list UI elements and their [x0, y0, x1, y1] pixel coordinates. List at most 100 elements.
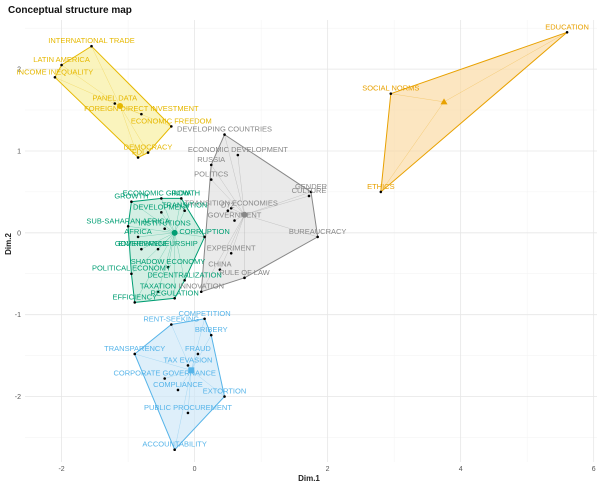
data-point: [126, 224, 130, 228]
data-point: [229, 206, 233, 210]
point-label: BUREAUCRACY: [289, 227, 347, 236]
centroid-link: [164, 370, 192, 379]
x-axis-ticks: -2 0 2 4 6: [58, 466, 595, 473]
point-label: GENDER: [295, 182, 328, 191]
point-label: GROWTH: [114, 192, 148, 201]
x-tick-label: 6: [592, 466, 596, 473]
data-point: [133, 301, 137, 304]
data-point: [209, 178, 213, 181]
centroid-link: [91, 46, 121, 107]
point-label: TAXATION: [140, 282, 176, 291]
data-point: [229, 251, 233, 255]
data-point: [53, 75, 57, 79]
data-point: [140, 112, 143, 116]
x-tick-label: 0: [193, 466, 197, 473]
point-label: EDUCATION: [545, 22, 589, 31]
centroid-link: [191, 370, 225, 397]
data-point: [196, 352, 200, 356]
centroid-link: [390, 93, 445, 103]
centroid-link: [167, 232, 175, 268]
point-label: FOREIGN DIRECT INVESTMENT: [84, 104, 199, 113]
centroid-marker: [440, 98, 448, 105]
point-label: FDI: [132, 148, 144, 157]
centroid-link: [211, 164, 245, 215]
data-point: [316, 235, 319, 239]
point-label: POLITICAL ECONOMY: [92, 264, 171, 273]
data-point: [156, 290, 160, 294]
centroid-link: [119, 105, 139, 158]
point-label: DEMOCRACY: [124, 143, 173, 152]
cluster-centroids: [117, 98, 448, 374]
point-label: D72: [221, 201, 235, 210]
point-label: PANEL DATA: [92, 93, 137, 102]
centroid-link: [219, 214, 245, 270]
data-point: [60, 63, 63, 67]
data-point: [209, 163, 213, 167]
point-label: INNOVATION: [178, 282, 224, 291]
data-point: [203, 317, 206, 321]
data-point: [203, 235, 206, 239]
data-point: [146, 151, 150, 154]
centroid-link: [191, 318, 205, 371]
x-tick-label: -2: [58, 466, 64, 473]
centroid-link: [211, 179, 245, 215]
point-label: LATIN AMERICA: [33, 55, 90, 64]
y-axis-title: Dim.2: [4, 233, 13, 255]
centroid-link: [187, 370, 192, 413]
data-point: [243, 276, 246, 280]
centroid-link: [201, 214, 245, 292]
data-point: [233, 219, 236, 222]
centroid-link: [134, 232, 175, 303]
centroid-link: [120, 105, 172, 127]
point-label: FRAUD: [185, 344, 211, 353]
x-tick-label: 2: [326, 466, 330, 473]
centroid-link: [174, 210, 185, 233]
point-label: SUB-SAHARAN AFRICA: [86, 216, 169, 225]
data-point: [163, 377, 166, 380]
centroid-link: [54, 77, 121, 107]
point-label: TRANSITION: [162, 201, 207, 210]
data-point: [183, 278, 186, 282]
data-point: [170, 323, 173, 326]
y-tick-label: 1: [17, 148, 21, 155]
data-point: [379, 190, 383, 194]
centroid-link: [134, 353, 192, 371]
y-tick-label: -2: [15, 394, 21, 401]
point-label: TRANSPARENCY: [104, 344, 165, 353]
centroid-link: [244, 214, 318, 238]
data-point: [113, 102, 117, 105]
point-label: DECENTRALIZATION: [147, 270, 221, 279]
point-label: ECONOMIC FREEDOM: [131, 116, 212, 125]
point-labels: INTERNATIONAL TRADE LATIN AMERICA INCOME I…: [17, 22, 589, 448]
centroid-link: [230, 214, 245, 254]
data-point: [176, 388, 180, 392]
data-point: [218, 268, 222, 271]
centroid-link: [141, 232, 175, 250]
point-label: AFRICA: [124, 227, 152, 236]
x-tick-label: 4: [459, 466, 463, 473]
data-point: [130, 200, 133, 204]
centroid-link: [161, 198, 175, 233]
point-label: CULTURE: [292, 186, 327, 195]
y-tick-label: 0: [17, 230, 21, 237]
point-label: DEVELOPING COUNTRIES: [177, 125, 272, 134]
data-point: [156, 247, 160, 251]
centroid-link: [61, 64, 121, 107]
x-axis-title: Dim.1: [298, 474, 320, 483]
data-point: [133, 352, 137, 356]
data-point: [170, 125, 173, 128]
data-point: [307, 194, 311, 198]
point-label: ENTREPRENEURSHIP: [118, 239, 198, 248]
point-label: PUBLIC PROCUREMENT: [144, 403, 232, 412]
chart-title: Conceptual structure map: [8, 5, 132, 16]
data-point: [223, 133, 226, 136]
data-point: [166, 265, 170, 269]
point-label: INCOME INEQUALITY: [17, 67, 94, 76]
point-label: INSTITUTIONS: [139, 219, 191, 228]
centroid-link: [138, 232, 175, 238]
centroid-link: [174, 232, 185, 281]
data-point: [136, 156, 140, 159]
point-label: ECONOMIC GROWTH: [123, 188, 201, 197]
data-point: [389, 92, 393, 95]
